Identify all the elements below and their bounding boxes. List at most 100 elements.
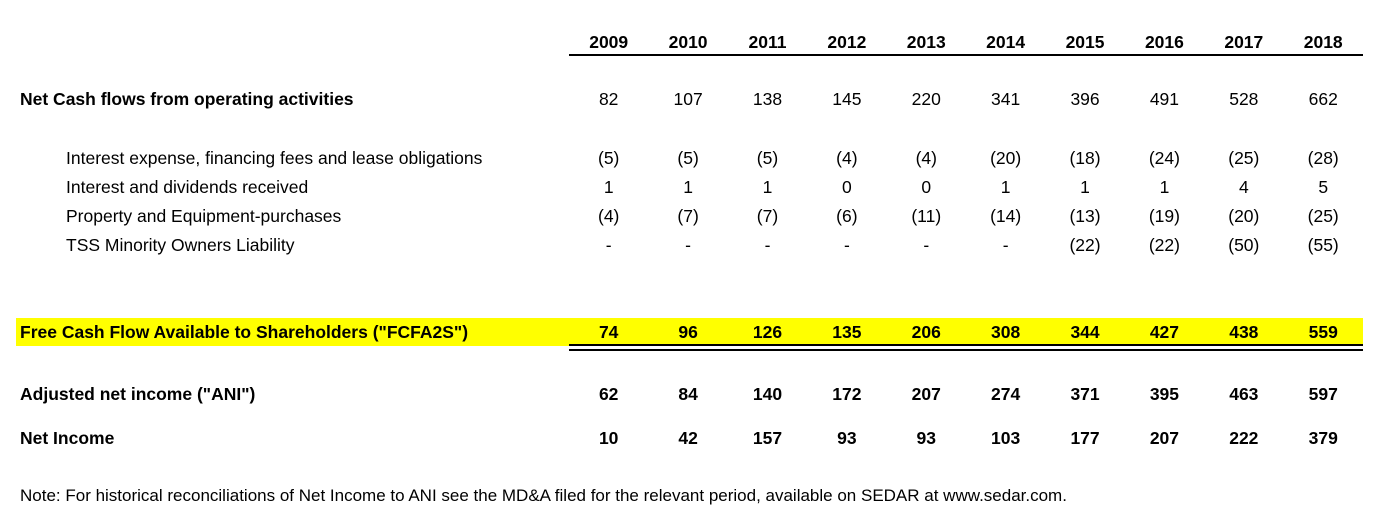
table-cell: 222 (1229, 428, 1259, 448)
table-cell: (20) (990, 148, 1022, 168)
table-row-ani: Adjusted net income ("ANI") 62 84 140 17… (0, 381, 1398, 407)
row-values: - - - - - - (22) (22) (50) (55) (569, 232, 1363, 258)
row-label: Interest and dividends received (66, 177, 309, 197)
table-cell: (28) (1307, 148, 1339, 168)
year-header: 2018 (1303, 32, 1343, 52)
table-cell: (18) (1069, 148, 1101, 168)
row-values: 10 42 157 93 93 103 177 207 222 379 (569, 425, 1363, 451)
year-header: 2015 (1065, 32, 1105, 52)
row-values: 82 107 138 145 220 341 396 491 528 662 (569, 86, 1363, 112)
footnote: Note: For historical reconciliations of … (20, 486, 1067, 505)
table-cell: 93 (837, 428, 857, 448)
table-cell: 74 (598, 322, 619, 342)
table-cell: (7) (677, 206, 699, 226)
row-values: (4) (7) (7) (6) (11) (14) (13) (19) (20)… (569, 203, 1363, 229)
table-cell: 140 (752, 384, 783, 404)
table-cell: - (923, 235, 930, 255)
table-row-interest-expense: Interest expense, financing fees and lea… (0, 145, 1398, 171)
year-header: 2011 (748, 32, 787, 52)
table-cell: 84 (678, 384, 698, 404)
table-cell: (55) (1307, 235, 1339, 255)
total-underline-bottom (569, 349, 1363, 351)
table-cell: (22) (1069, 235, 1101, 255)
row-label: Interest expense, financing fees and lea… (66, 148, 483, 168)
table-cell: 597 (1308, 384, 1338, 404)
table-cell: - (605, 235, 612, 255)
table-cell: 4 (1238, 177, 1249, 197)
table-cell: 93 (916, 428, 936, 448)
table-cell: (20) (1228, 206, 1260, 226)
table-cell: (4) (836, 148, 858, 168)
year-header-row: 2009 2010 2011 2012 2013 2014 2015 2016 … (569, 30, 1363, 56)
table-cell: 427 (1149, 322, 1180, 342)
table-cell: 0 (842, 177, 852, 197)
table-cell: 0 (921, 177, 932, 197)
table-cell: 308 (991, 322, 1021, 342)
table-cell: 220 (911, 89, 941, 109)
table-cell: - (764, 235, 771, 255)
table-row-tss: TSS Minority Owners Liability - - - - - … (0, 232, 1398, 258)
table-cell: (25) (1228, 148, 1260, 168)
table-cell: 1 (1159, 177, 1170, 197)
table-cell: 62 (598, 384, 619, 404)
table-cell: 135 (832, 322, 862, 342)
table-cell: 491 (1149, 89, 1180, 109)
table-cell: (14) (990, 206, 1022, 226)
year-header: 2017 (1224, 32, 1264, 52)
row-label: Adjusted net income ("ANI") (20, 384, 256, 404)
table-cell: 371 (1070, 384, 1100, 404)
year-header: 2010 (668, 32, 708, 52)
highlight-band (16, 318, 1363, 346)
table-cell: 1 (683, 177, 693, 197)
table-cell: (19) (1148, 206, 1180, 226)
table-cell: 157 (752, 428, 783, 448)
table-cell: 1 (1080, 177, 1090, 197)
table-cell: 138 (752, 89, 783, 109)
table-row-interest-received: Interest and dividends received 1 1 1 0 … (0, 174, 1398, 200)
year-header: 2009 (589, 32, 629, 52)
table-cell: 438 (1229, 322, 1259, 342)
table-cell: (5) (677, 148, 699, 168)
table-cell: 10 (598, 428, 619, 448)
table-cell: 96 (678, 322, 698, 342)
table-cell: 396 (1070, 89, 1100, 109)
table-cell: 1 (762, 177, 773, 197)
table-row-ppe: Property and Equipment-purchases (4) (7)… (0, 203, 1398, 229)
table-cell: 463 (1229, 384, 1259, 404)
table-cell: (22) (1148, 235, 1180, 255)
year-header: 2016 (1144, 32, 1184, 52)
table-cell: (50) (1228, 235, 1260, 255)
row-values: 74 96 126 135 206 308 344 427 438 559 (569, 319, 1363, 345)
row-label: Net Cash flows from operating activities (20, 89, 354, 109)
row-label: TSS Minority Owners Liability (66, 235, 295, 255)
table-cell: 1 (1000, 177, 1011, 197)
table-cell: (4) (598, 206, 620, 226)
table-row-net-income: Net Income 10 42 157 93 93 103 177 207 2… (0, 425, 1398, 451)
table-row-fcfa2s: Free Cash Flow Available to Shareholders… (0, 319, 1398, 345)
table-cell: (24) (1148, 148, 1180, 168)
year-header: 2012 (827, 32, 867, 52)
table-cell: 395 (1149, 384, 1180, 404)
year-header: 2014 (986, 32, 1026, 52)
table-cell: - (843, 235, 850, 255)
table-cell: (13) (1069, 206, 1101, 226)
table-cell: 145 (832, 89, 862, 109)
total-underline-top (569, 344, 1363, 346)
table-cell: 172 (832, 384, 862, 404)
table-cell: 207 (1149, 428, 1180, 448)
table-cell: 528 (1229, 89, 1259, 109)
table-cell: 107 (673, 89, 703, 109)
table-cell: 206 (911, 322, 941, 342)
row-values: (5) (5) (5) (4) (4) (20) (18) (24) (25) … (569, 145, 1363, 171)
table-cell: (6) (836, 206, 858, 226)
table-cell: (11) (911, 206, 942, 226)
year-header: 2013 (906, 32, 946, 52)
row-values: 62 84 140 172 207 274 371 395 463 597 (569, 381, 1363, 407)
table-cell: 1 (603, 177, 614, 197)
row-label: Property and Equipment-purchases (66, 206, 342, 226)
table-cell: 341 (991, 89, 1021, 109)
table-cell: 82 (598, 89, 619, 109)
row-label: Free Cash Flow Available to Shareholders… (20, 322, 469, 342)
table-cell: (7) (756, 206, 779, 226)
table-cell: 177 (1070, 428, 1100, 448)
